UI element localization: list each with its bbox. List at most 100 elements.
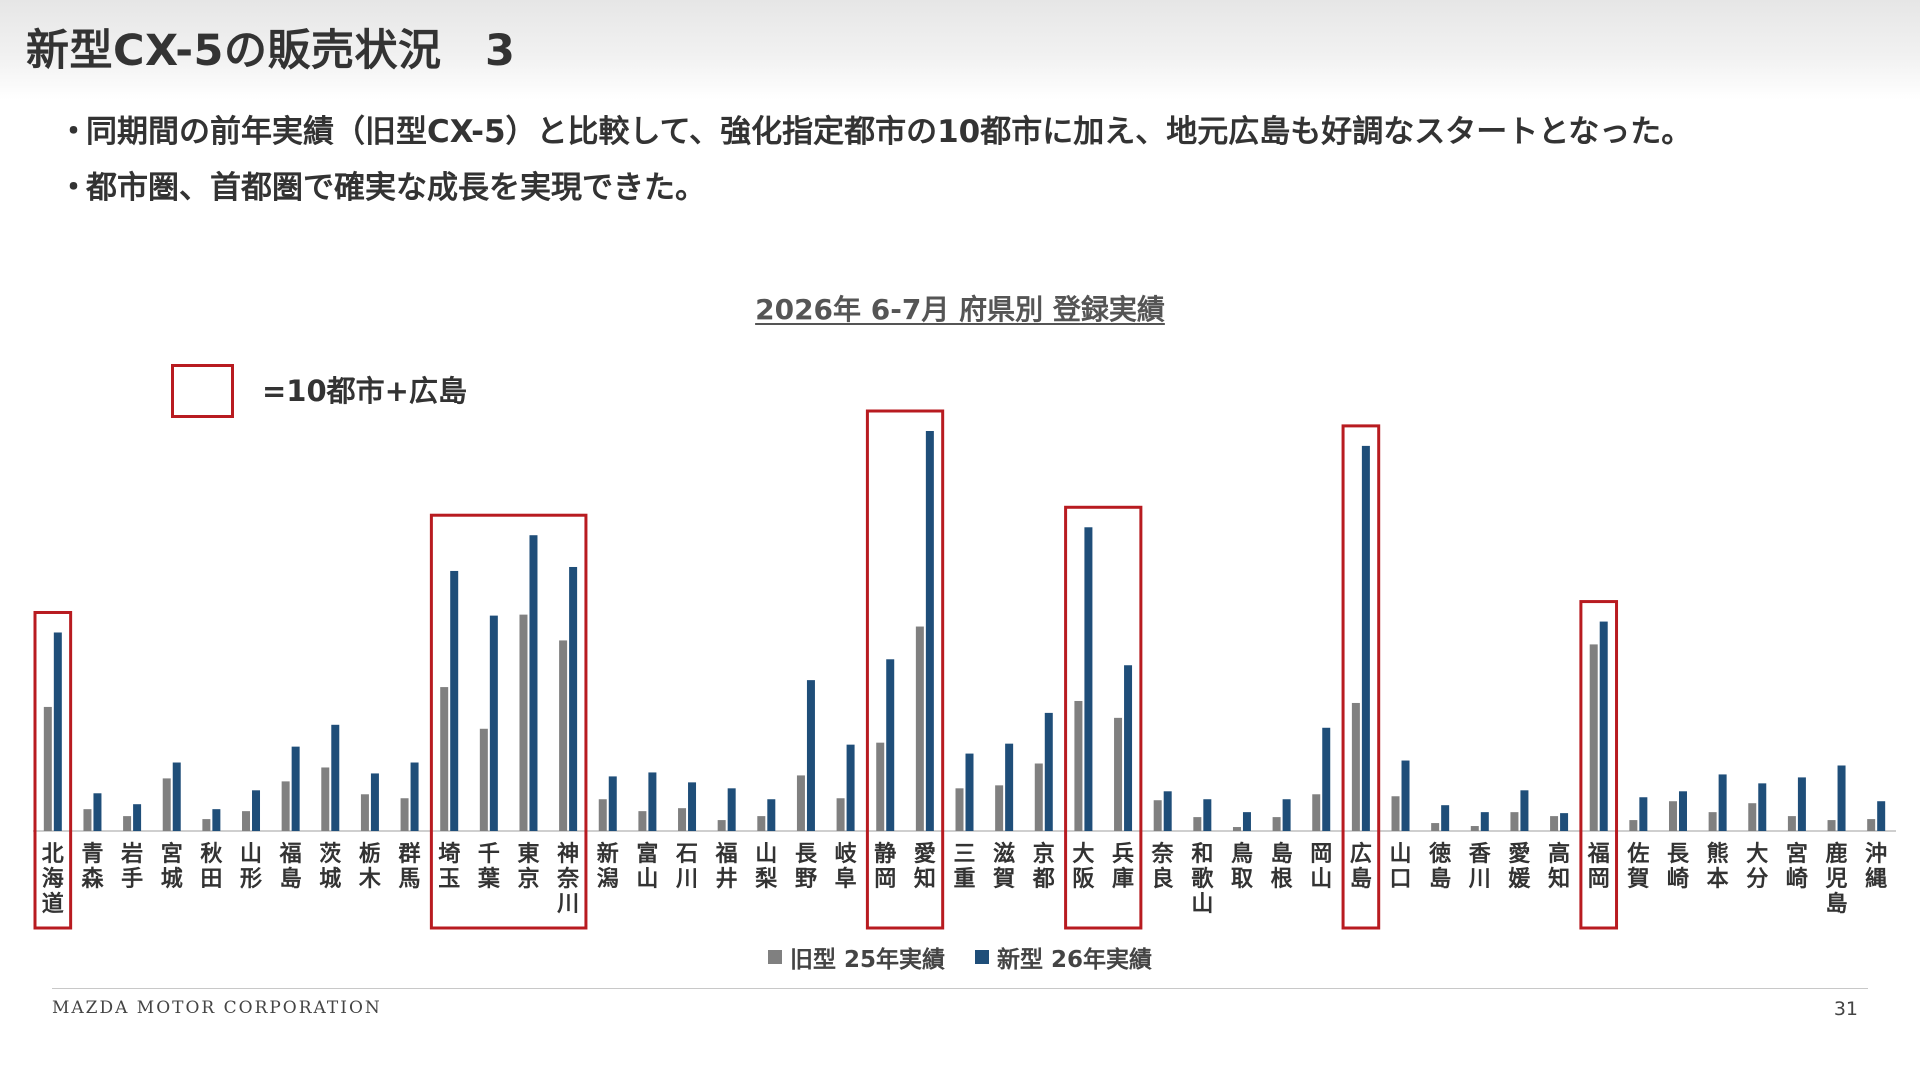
- category-label: 岡山: [1310, 842, 1332, 892]
- series-legend: 旧型 25年実績 新型 26年実績: [0, 940, 1920, 974]
- category-label-char: 分: [1746, 867, 1768, 892]
- bar-new: [1560, 813, 1569, 831]
- category-label: 鳥取: [1231, 841, 1253, 892]
- bar-new: [1401, 760, 1410, 831]
- category-label-char: 手: [121, 867, 143, 892]
- category-label-char: 道: [42, 891, 64, 917]
- category-label-char: 賀: [1626, 867, 1649, 892]
- category-label-char: 山: [755, 842, 777, 867]
- category-label-char: 高: [1548, 841, 1570, 867]
- category-label: 岐阜: [835, 842, 858, 892]
- category-label-char: 石: [675, 842, 698, 867]
- bar-old: [242, 811, 251, 831]
- category-label-char: 山: [1390, 842, 1412, 867]
- bar-new: [1520, 790, 1529, 831]
- bar-new: [569, 566, 578, 831]
- category-label: 佐賀: [1626, 841, 1649, 892]
- category-label-char: 川: [675, 867, 698, 892]
- bar-new: [291, 746, 300, 831]
- category-label: 群馬: [399, 841, 421, 892]
- category-label: 大阪: [1072, 842, 1094, 892]
- bar-old: [955, 788, 964, 831]
- bar-old: [876, 742, 885, 831]
- category-label-char: 本: [1707, 867, 1729, 892]
- category-label-char: 城: [161, 866, 183, 892]
- category-label: 長崎: [1667, 842, 1690, 892]
- bar-new: [767, 799, 776, 831]
- category-label: 秋田: [200, 842, 223, 892]
- bar-new: [489, 615, 498, 831]
- bar-new: [172, 762, 181, 831]
- bar-old: [1748, 803, 1757, 831]
- bar-new: [450, 570, 459, 831]
- bar-old: [1391, 796, 1400, 831]
- category-label-char: 山: [1310, 867, 1332, 892]
- category-label-char: 広: [1350, 841, 1372, 867]
- highlight-box: [865, 409, 945, 930]
- footer-company: MAZDA MOTOR CORPORATION: [52, 998, 382, 1018]
- category-label-char: 城: [319, 866, 341, 892]
- category-label-char: 崎: [1667, 867, 1689, 892]
- category-label-char: 滋: [993, 841, 1015, 867]
- category-label-char: 奈: [556, 866, 580, 892]
- bar-new: [886, 659, 895, 831]
- bar-old: [915, 626, 924, 831]
- category-label-char: 島: [1271, 841, 1293, 867]
- category-label: 福岡: [1587, 842, 1610, 892]
- bar-old: [83, 809, 92, 831]
- category-label: 島根: [1271, 841, 1293, 892]
- category-label-char: 静: [874, 841, 896, 867]
- bar-old: [1629, 820, 1638, 831]
- bar-old: [281, 781, 290, 831]
- category-label: 宮崎: [1786, 841, 1808, 892]
- bar-old: [321, 767, 330, 831]
- category-label: 大分: [1746, 842, 1768, 892]
- bullet-item: ・都市圏、首都圏で確実な成長を実現できた。: [58, 160, 1692, 216]
- category-label: 長野: [795, 842, 818, 892]
- bar-old: [1074, 700, 1083, 831]
- category-label-char: 青: [81, 842, 103, 867]
- category-label-char: 愛: [1508, 841, 1530, 867]
- bullet-dot: ・: [58, 170, 89, 206]
- highlight-legend-box: [171, 364, 234, 418]
- bar-new: [1837, 765, 1846, 831]
- category-label-char: 媛: [1508, 866, 1531, 892]
- category-label-char: 千: [478, 842, 500, 867]
- bar-new: [93, 793, 102, 831]
- category-label-char: 庫: [1112, 866, 1134, 892]
- category-label-char: 形: [240, 867, 262, 892]
- highlight-legend-label: =10都市+広島: [262, 374, 467, 408]
- footer-divider: [52, 988, 1868, 989]
- bar-new: [1758, 783, 1767, 831]
- category-label: 新潟: [597, 841, 619, 892]
- bar-new: [1044, 712, 1053, 831]
- category-label-char: 口: [1390, 867, 1412, 892]
- category-label-char: 福: [715, 842, 738, 867]
- category-label-char: 根: [1271, 867, 1293, 892]
- category-label: 富山: [636, 841, 658, 892]
- page-number: 31: [1833, 998, 1858, 1020]
- bar-new: [133, 804, 142, 831]
- category-label-char: 宮: [161, 841, 183, 867]
- category-label-char: 島: [1826, 891, 1848, 917]
- category-label-char: 群: [399, 841, 421, 867]
- highlight-box: [33, 610, 73, 930]
- bar-old: [1787, 816, 1796, 831]
- category-label-char: 阪: [1072, 867, 1094, 892]
- chart-title-wrap: 2026年 6-7月 府県別 登録実績: [0, 288, 1920, 328]
- category-label-char: 岡: [1310, 842, 1332, 867]
- category-label-char: 東: [517, 842, 539, 867]
- bar-old: [43, 706, 52, 831]
- bar-old: [598, 799, 607, 831]
- bar-new: [688, 782, 697, 831]
- bar-old: [1193, 817, 1202, 831]
- category-label-char: 玉: [438, 867, 460, 892]
- category-label: 兵庫: [1112, 842, 1134, 892]
- bar-new: [965, 753, 974, 831]
- category-label-char: 島: [1350, 866, 1372, 892]
- bar-new: [1242, 812, 1251, 831]
- category-label-char: 都: [1032, 867, 1055, 892]
- category-label: 山口: [1390, 842, 1412, 892]
- bar-old: [1312, 794, 1321, 831]
- bar-new: [212, 809, 221, 831]
